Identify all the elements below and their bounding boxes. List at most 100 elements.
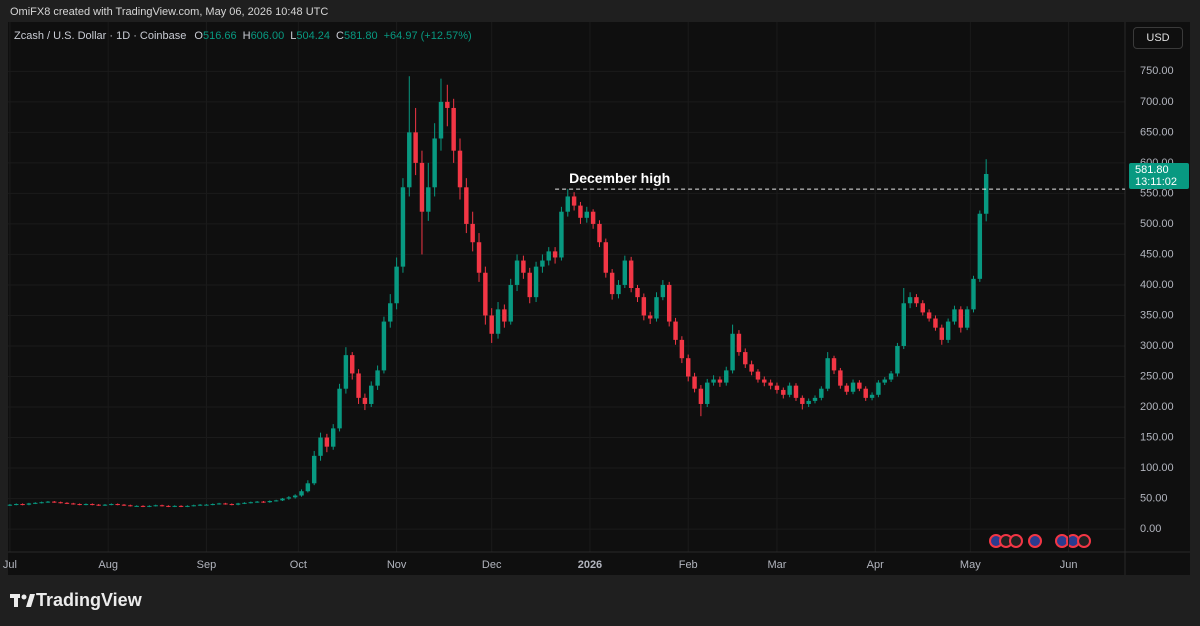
candle-body [888, 373, 894, 380]
x-tick-label: Jun [1060, 559, 1078, 571]
candle-body [597, 223, 602, 243]
candle-body [305, 483, 311, 492]
event-icon[interactable] [1028, 534, 1042, 548]
candle-body [26, 503, 32, 505]
candle-body [33, 502, 38, 504]
candle-body [552, 251, 558, 258]
ohlc-value: 606.00 [250, 30, 285, 42]
candle-body [216, 503, 222, 505]
candle-body [280, 498, 285, 501]
candle-body [52, 501, 57, 503]
candle-body [134, 505, 139, 507]
candle-body [356, 373, 361, 398]
candle-body [445, 101, 450, 108]
candle-body [933, 318, 938, 328]
candle-body [641, 297, 647, 316]
ohlc-label: L [290, 30, 297, 42]
ohlc-label: H [242, 30, 251, 42]
candle-body [413, 132, 418, 163]
candle-body [159, 505, 165, 507]
candle-body [248, 502, 254, 504]
y-tick-label: 50.00 [1140, 492, 1168, 504]
candle-body [749, 364, 754, 372]
candle-body [819, 388, 824, 398]
candle-body [660, 284, 666, 298]
candle-body [419, 162, 425, 212]
candle-body [565, 196, 570, 212]
candle-body [77, 504, 82, 506]
candle-body [337, 388, 342, 429]
candle-body [666, 284, 672, 322]
price-tag-countdown: 13:11:02 [1135, 176, 1177, 188]
candle-body [895, 345, 900, 374]
candle-body [172, 505, 177, 507]
candle-body [838, 370, 843, 386]
candle-body [540, 260, 545, 267]
currency-button[interactable]: USD [1133, 27, 1183, 49]
candle-body [685, 358, 691, 377]
candle-body [907, 297, 913, 304]
candle-body [470, 223, 475, 243]
candle-body [311, 455, 317, 484]
candle-body [273, 500, 279, 502]
candle-body [914, 297, 919, 304]
candle-body [609, 272, 615, 295]
candle-body [711, 379, 716, 383]
candle-body [964, 309, 970, 328]
candle-body [857, 382, 862, 389]
candle-body [787, 385, 792, 395]
candle-body [508, 284, 513, 322]
candle-body [812, 397, 818, 401]
symbol: Zcash / U.S. Dollar · 1D · Coinbase [14, 30, 187, 42]
candle-body [197, 504, 203, 506]
candle-body [730, 333, 735, 371]
candle-body [800, 397, 805, 404]
candle-body [939, 327, 945, 340]
candle-body [774, 385, 780, 390]
candle-body [705, 382, 710, 404]
y-tick-label: 650.00 [1140, 126, 1174, 138]
candle-body [876, 382, 881, 395]
y-tick-label: 250.00 [1140, 370, 1174, 382]
candle-body [971, 278, 976, 310]
candle-body [400, 187, 406, 267]
candle-body [584, 211, 590, 218]
candle-body [977, 213, 983, 279]
x-tick-label: Dec [482, 559, 502, 571]
event-icon[interactable] [1077, 534, 1091, 548]
candle-body [825, 358, 830, 389]
event-icon[interactable] [1009, 534, 1023, 548]
x-tick-label: Feb [679, 559, 698, 571]
candle-body [571, 196, 577, 206]
candle-body [762, 379, 767, 383]
candle-body [781, 389, 786, 395]
candle-body [673, 321, 678, 340]
x-tick-label: 2026 [578, 559, 602, 571]
x-tick-label: Mar [767, 559, 786, 571]
candle-body [267, 501, 273, 503]
candle-body [375, 370, 380, 386]
candle-body [45, 501, 51, 503]
candle-body [438, 101, 444, 139]
candle-body [153, 505, 158, 507]
candle-body [635, 288, 640, 298]
candle-body [755, 371, 761, 380]
candle-body [546, 251, 551, 261]
candle-body [527, 272, 532, 298]
candle-body [324, 437, 330, 447]
candle-body [457, 150, 463, 188]
candle-body [261, 501, 266, 503]
candle-body [394, 266, 399, 304]
candle-body [464, 187, 469, 224]
candle-body [121, 504, 127, 506]
annotation: December high [569, 170, 670, 186]
legend: Zcash / U.S. Dollar · 1D · Coinbase O516.… [14, 30, 472, 42]
candle-body [254, 501, 260, 503]
x-tick-label: Apr [867, 559, 884, 571]
candle-body [20, 504, 25, 506]
candle-body [521, 260, 526, 273]
candle-body [83, 504, 89, 506]
candle-body [622, 260, 628, 285]
y-tick-label: 150.00 [1140, 431, 1174, 443]
